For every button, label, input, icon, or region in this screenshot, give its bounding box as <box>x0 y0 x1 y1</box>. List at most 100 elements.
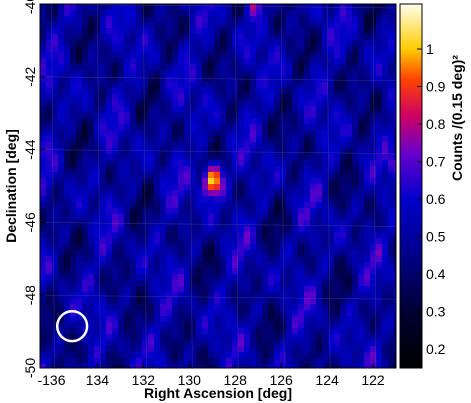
heatmap-cell <box>124 250 131 257</box>
heatmap-cell <box>232 184 239 191</box>
heatmap-cell <box>208 286 215 293</box>
heatmap-cell <box>70 244 77 251</box>
heatmap-cell <box>46 70 53 77</box>
heatmap-cell <box>220 166 227 173</box>
heatmap-cell <box>142 340 149 347</box>
colorbar-tick-label: 1 <box>426 41 434 57</box>
heatmap-cell <box>136 202 143 209</box>
heatmap-cell <box>358 238 365 245</box>
heatmap-cell <box>322 340 329 347</box>
heatmap-cell <box>238 100 245 107</box>
heatmap-cell <box>214 340 221 347</box>
heatmap-cell <box>100 292 107 299</box>
heatmap-cell <box>106 142 113 149</box>
heatmap-cell <box>376 292 383 299</box>
heatmap-cell <box>352 214 359 221</box>
heatmap-cell <box>268 328 275 335</box>
heatmap-cell <box>280 10 287 17</box>
heatmap-cell <box>316 22 323 29</box>
heatmap-cell <box>334 292 341 299</box>
heatmap-cell <box>64 160 71 167</box>
heatmap-cell <box>340 352 347 359</box>
heatmap-cell <box>190 142 197 149</box>
heatmap-cell <box>358 46 365 53</box>
heatmap-cell <box>274 334 281 341</box>
heatmap-cell <box>118 46 125 53</box>
heatmap-cell <box>310 220 317 227</box>
heatmap-cell <box>370 280 377 287</box>
heatmap-cell <box>70 304 77 311</box>
heatmap-cell <box>118 292 125 299</box>
heatmap-cell <box>196 106 203 113</box>
heatmap-cell <box>220 136 227 143</box>
heatmap-cell <box>40 352 47 359</box>
heatmap-cell <box>256 196 263 203</box>
heatmap-cell <box>220 130 227 137</box>
heatmap-cell <box>52 196 59 203</box>
heatmap-cell <box>322 292 329 299</box>
heatmap-cell <box>58 364 65 368</box>
heatmap-cell <box>340 298 347 305</box>
heatmap-cell <box>256 10 263 17</box>
heatmap-cell <box>304 220 311 227</box>
heatmap-cell <box>82 4 89 11</box>
heatmap-cell <box>388 34 395 41</box>
heatmap-cell <box>220 250 227 257</box>
heatmap-cell <box>82 16 89 23</box>
heatmap-cell <box>76 46 83 53</box>
heatmap-cell <box>220 76 227 83</box>
heatmap-cell <box>388 16 395 23</box>
heatmap-cell <box>316 40 323 47</box>
x-axis-ticks: -136 134 132 130 128 126 124 122 <box>37 363 385 388</box>
heatmap-cell <box>382 322 389 329</box>
heatmap-cell <box>76 94 83 101</box>
heatmap-cell <box>172 178 179 185</box>
heatmap-cell <box>202 142 209 149</box>
heatmap-cell <box>112 340 119 347</box>
heatmap-cell <box>376 52 383 59</box>
heatmap-cell <box>82 346 89 353</box>
heatmap-cell <box>154 28 161 35</box>
heatmap-cell <box>82 64 89 71</box>
heatmap-cell <box>148 220 155 227</box>
heatmap-cell <box>292 34 299 41</box>
heatmap-cell <box>382 16 389 23</box>
heatmap-cell <box>274 238 281 245</box>
heatmap-cell <box>274 232 281 239</box>
heatmap-cell <box>298 76 305 83</box>
heatmap-cell <box>148 28 155 35</box>
heatmap-cell <box>220 148 227 155</box>
heatmap-cell <box>376 280 383 287</box>
heatmap-cell <box>202 250 209 257</box>
heatmap-cell <box>124 100 131 107</box>
heatmap-cell <box>196 172 203 179</box>
heatmap-cell <box>166 322 173 329</box>
heatmap-cell <box>202 262 209 269</box>
heatmap-cell <box>316 280 323 287</box>
heatmap-cell <box>298 22 305 29</box>
heatmap-cell <box>136 22 143 29</box>
heatmap-cell <box>82 82 89 89</box>
heatmap-cell <box>40 52 47 59</box>
heatmap-cell <box>220 328 227 335</box>
heatmap-cell <box>166 106 173 113</box>
heatmap-cell <box>376 100 383 107</box>
heatmap-cell <box>124 124 131 131</box>
heatmap-cell <box>208 16 215 23</box>
heatmap-cell <box>124 190 131 197</box>
heatmap-cell <box>130 82 137 89</box>
heatmap-cell <box>40 64 47 71</box>
heatmap-cell <box>172 4 179 11</box>
heatmap-cell <box>172 358 179 365</box>
heatmap-cell <box>358 310 365 317</box>
heatmap-cell <box>262 40 269 47</box>
heatmap-cell <box>262 190 269 197</box>
heatmap-cell <box>322 286 329 293</box>
heatmap-cell <box>364 196 371 203</box>
heatmap-cell <box>196 232 203 239</box>
heatmap-cell <box>262 280 269 287</box>
heatmap-cell <box>178 208 185 215</box>
heatmap-cell <box>178 118 185 125</box>
heatmap-cell <box>226 136 233 143</box>
heatmap-cell <box>136 64 143 71</box>
